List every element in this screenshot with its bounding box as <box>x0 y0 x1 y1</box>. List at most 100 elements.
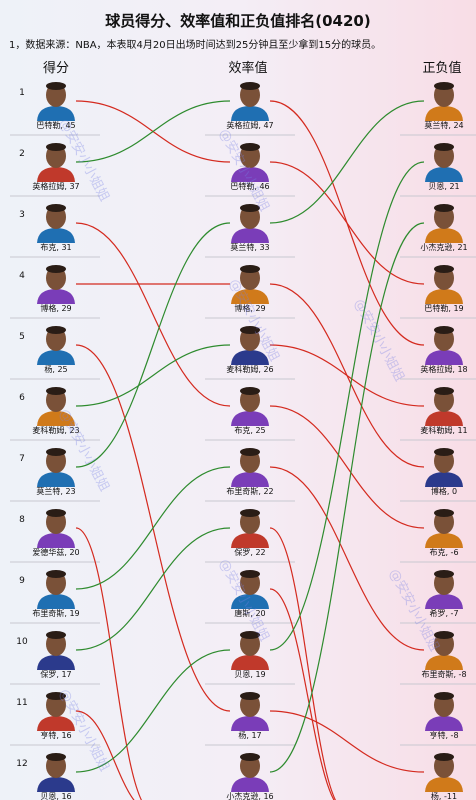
hair-shape <box>434 204 454 212</box>
jersey-shape <box>425 594 463 609</box>
player-label: 布克, 31 <box>40 242 71 252</box>
player-label: 杨, 17 <box>238 730 261 740</box>
rank-number: 2 <box>19 149 25 159</box>
rank-number: 8 <box>19 515 25 525</box>
hair-shape <box>46 82 66 90</box>
hair-shape <box>46 204 66 212</box>
row-separators <box>10 134 476 746</box>
player-label: 莫兰特, 23 <box>36 486 75 496</box>
player-label: 布里奇斯, -8 <box>421 669 466 679</box>
jersey-shape <box>231 411 269 426</box>
player-portrait <box>425 692 463 731</box>
hair-shape <box>434 448 454 456</box>
rank-line-布克 <box>269 405 425 529</box>
hair-shape <box>46 753 66 761</box>
hair-shape <box>434 143 454 151</box>
player-portrait <box>425 143 463 182</box>
rank-number: 5 <box>19 332 25 342</box>
player-label: 爱德华兹, 20 <box>32 547 79 557</box>
jersey-shape <box>37 167 75 182</box>
player-portrait <box>37 448 75 487</box>
player-label: 布里奇斯, 19 <box>32 608 79 618</box>
rank-line-贝恩 <box>269 161 425 651</box>
player-portrait <box>425 387 463 426</box>
rank-line-小杰克逊 <box>269 222 425 773</box>
jersey-shape <box>37 655 75 670</box>
rank-number: 4 <box>19 271 25 281</box>
hair-shape <box>46 631 66 639</box>
player-label: 杨, 25 <box>44 364 67 374</box>
player-label: 英格拉姆, 37 <box>32 181 79 191</box>
hair-shape <box>434 753 454 761</box>
player-portrait <box>231 631 269 670</box>
rank-number: 3 <box>19 210 25 220</box>
player-portrait <box>231 753 269 792</box>
hair-shape <box>240 265 260 273</box>
jersey-shape <box>425 228 463 243</box>
jersey-shape <box>37 289 75 304</box>
jersey-shape <box>231 777 269 792</box>
player-label: 英格拉姆, 47 <box>226 120 273 130</box>
rank-line-巴特勒 <box>269 161 425 285</box>
jersey-shape <box>231 350 269 365</box>
rank-line-布里奇斯 <box>75 466 231 590</box>
hair-shape <box>434 570 454 578</box>
hair-shape <box>240 326 260 334</box>
jersey-shape <box>231 533 269 548</box>
column-plus_minus: 莫兰特, 24 贝恩, 21 小杰克逊, 21 巴特勒, 19 英格拉姆, 18 麦科勒姆… <box>420 82 468 800</box>
player-portrait <box>231 448 269 487</box>
hair-shape <box>434 387 454 395</box>
hair-shape <box>46 448 66 456</box>
player-label: 贝恩, 16 <box>40 792 71 800</box>
player-label: 麦科勒姆, 26 <box>226 364 273 374</box>
jersey-shape <box>425 167 463 182</box>
hair-shape <box>46 387 66 395</box>
player-label: 麦科勒姆, 11 <box>420 425 467 435</box>
jersey-shape <box>37 106 75 121</box>
jersey-shape <box>37 472 75 487</box>
jersey-shape <box>37 411 75 426</box>
rank-line-麦科勒姆 <box>269 344 425 407</box>
hair-shape <box>240 448 260 456</box>
player-portrait <box>425 265 463 304</box>
player-portrait <box>425 631 463 670</box>
player-portrait <box>425 448 463 487</box>
jersey-shape <box>425 777 463 792</box>
player-portrait <box>231 204 269 243</box>
jersey-shape <box>425 716 463 731</box>
rank-line-唐斯 <box>269 588 335 800</box>
column-points: 巴特勒, 45 英格拉姆, 37 布克, 31 博格, 29 杨, 25 麦科勒姆, 23… <box>32 82 80 800</box>
column-header-efficiency: 效率值 <box>228 61 268 76</box>
player-label: 布里奇斯, 22 <box>226 486 273 496</box>
player-label: 博格, 29 <box>40 303 71 313</box>
rank-line-布里奇斯 <box>269 466 425 651</box>
player-portrait <box>425 509 463 548</box>
hair-shape <box>434 265 454 273</box>
player-label: 巴特勒, 45 <box>36 120 75 130</box>
player-label: 贝恩, 21 <box>428 182 459 191</box>
rank-line-麦科勒姆 <box>75 344 231 407</box>
hair-shape <box>240 509 260 517</box>
jersey-shape <box>37 350 75 365</box>
chart-title: 球员得分、效率值和正负值排名(0420) <box>105 12 371 30</box>
rank-number: 10 <box>16 637 28 647</box>
player-label: 巴特勒, 19 <box>424 303 463 313</box>
rank-line-莫兰特 <box>75 222 231 468</box>
player-portrait <box>37 387 75 426</box>
player-portrait <box>425 570 463 609</box>
hair-shape <box>240 204 260 212</box>
rank-number: 12 <box>16 759 27 769</box>
jersey-shape <box>37 228 75 243</box>
player-portrait <box>231 509 269 548</box>
jersey-shape <box>37 533 75 548</box>
player-label: 布克, -6 <box>429 547 458 557</box>
jersey-shape <box>425 533 463 548</box>
jersey-shape <box>231 106 269 121</box>
hair-shape <box>434 509 454 517</box>
player-label: 保罗, 22 <box>234 547 265 557</box>
rank-line-保罗 <box>75 527 231 651</box>
player-portrait <box>37 143 75 182</box>
jersey-shape <box>231 167 269 182</box>
player-label: 博格, 29 <box>234 303 265 313</box>
